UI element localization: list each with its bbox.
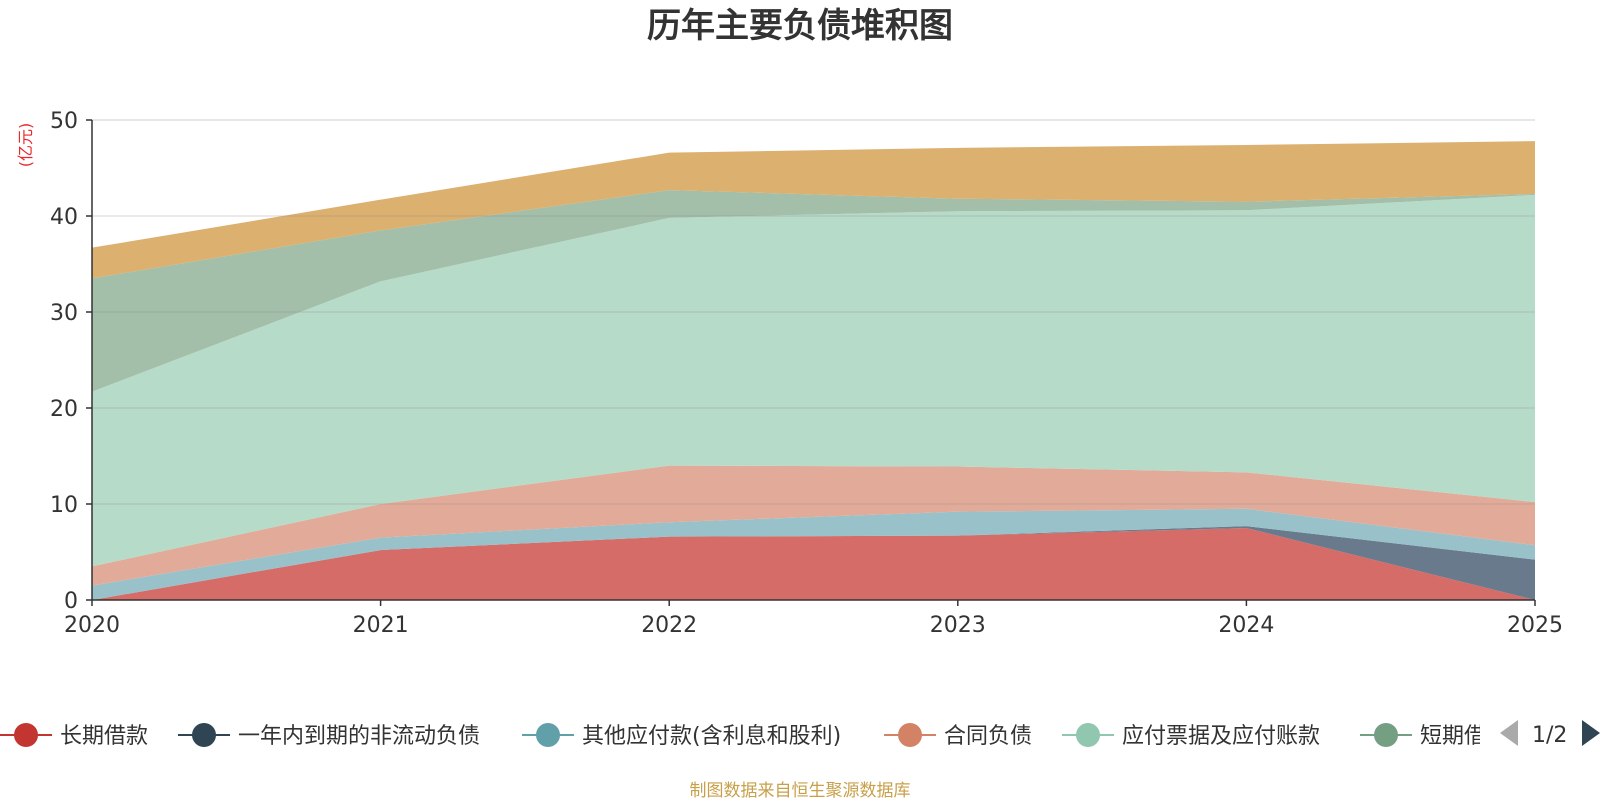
legend-item-2[interactable]: 其他应付款(含利息和股利) xyxy=(522,723,841,749)
legend-label: 合同负债 xyxy=(944,724,1032,749)
legend-label: 短期借 xyxy=(1420,724,1486,749)
legend-next-page-icon[interactable] xyxy=(1582,720,1600,746)
area-series-3 xyxy=(92,465,1535,586)
x-tick-label: 2025 xyxy=(1507,613,1563,638)
area-series-group xyxy=(92,141,1535,600)
area-series-0 xyxy=(92,528,1535,600)
legend-prev-page-icon[interactable] xyxy=(1500,720,1518,746)
legend: 长期借款 一年内到期的非流动负债 其他应付款(含利息和股利) 合同负债 应付票据及应付账… xyxy=(0,723,1486,749)
legend-item-5[interactable]: 短期借 xyxy=(1360,723,1486,749)
y-tick-label: 0 xyxy=(64,589,78,614)
x-tick-label: 2020 xyxy=(64,613,120,638)
area-series-2 xyxy=(92,508,1535,600)
legend-pager: 1/2 xyxy=(1500,720,1600,748)
axes: 0 10 20 30 40 50 2020 2021 2022 2023 2024 2025 xyxy=(50,109,1563,638)
y-axis-unit-label: (亿元) xyxy=(16,123,35,168)
grid-lines xyxy=(92,119,1535,505)
legend-label: 长期借款 xyxy=(60,724,148,749)
legend-item-1[interactable]: 一年内到期的非流动负债 xyxy=(178,723,480,749)
legend-marker-icon xyxy=(536,723,560,747)
x-tick-label: 2022 xyxy=(641,613,697,638)
y-tick-label: 30 xyxy=(50,301,78,326)
legend-marker-icon xyxy=(192,723,216,747)
legend-marker-icon xyxy=(1374,723,1398,747)
y-tick-label: 10 xyxy=(50,493,78,518)
area-series-5 xyxy=(92,190,1535,392)
data-source-note: 制图数据来自恒生聚源数据库 xyxy=(690,781,911,800)
legend-marker-icon xyxy=(14,723,38,747)
legend-item-0[interactable]: 长期借款 xyxy=(0,723,148,749)
legend-item-4[interactable]: 应付票据及应付账款 xyxy=(1062,723,1320,749)
area-series-4 xyxy=(92,194,1535,567)
legend-label: 其他应付款(含利息和股利) xyxy=(582,724,841,749)
legend-label: 应付票据及应付账款 xyxy=(1122,724,1320,749)
legend-item-3[interactable]: 合同负债 xyxy=(884,723,1032,749)
legend-marker-icon xyxy=(898,723,922,747)
y-tick-label: 40 xyxy=(50,205,78,230)
area-series-6 xyxy=(92,141,1535,279)
legend-marker-icon xyxy=(1076,723,1100,747)
legend-page-indicator: 1/2 xyxy=(1532,723,1567,748)
legend-label: 一年内到期的非流动负债 xyxy=(238,724,480,749)
x-tick-label: 2024 xyxy=(1218,613,1274,638)
y-tick-label: 50 xyxy=(50,109,78,134)
chart-title: 历年主要负债堆积图 xyxy=(647,6,953,46)
x-tick-label: 2021 xyxy=(353,613,409,638)
x-tick-label: 2023 xyxy=(930,613,986,638)
y-tick-label: 20 xyxy=(50,397,78,422)
